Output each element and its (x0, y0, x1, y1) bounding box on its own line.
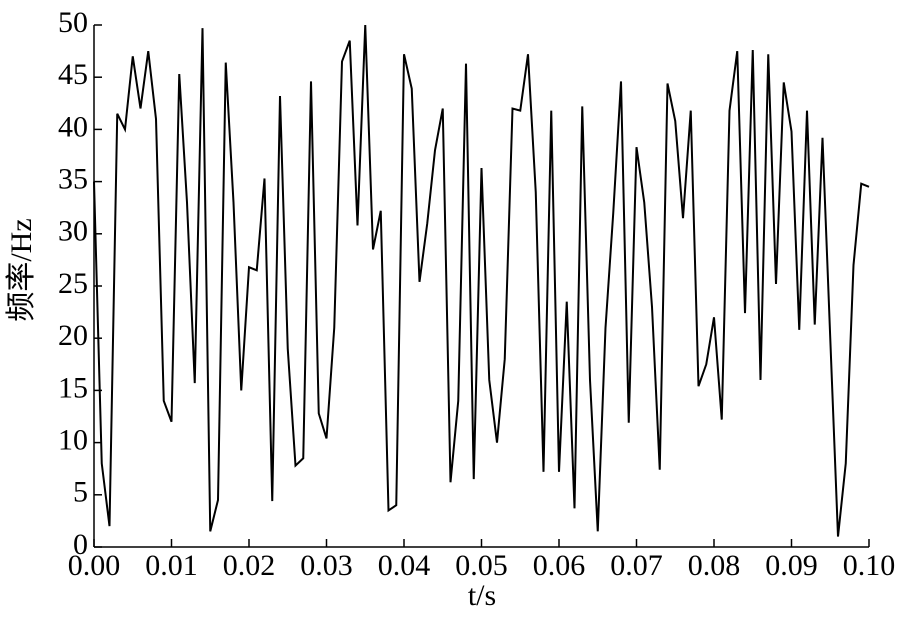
y-tick-label: 40 (58, 110, 88, 143)
x-tick-label: 0.07 (610, 549, 663, 582)
x-tick-label: 0.04 (378, 549, 431, 582)
x-tick-label: 0.02 (223, 549, 276, 582)
y-tick-label: 25 (58, 267, 88, 300)
y-tick-label: 50 (58, 6, 88, 39)
x-tick-label: 0.03 (300, 549, 353, 582)
y-tick-label: 5 (73, 476, 88, 509)
x-tick-label: 0.00 (68, 549, 121, 582)
data-line (93, 24, 870, 537)
y-tick-label: 45 (58, 58, 88, 91)
y-tick-label: 0 (73, 528, 88, 561)
x-tick-label: 0.10 (843, 549, 896, 582)
x-axis-label: t/s (468, 579, 496, 612)
y-axis-label: 频率/Hz (5, 218, 38, 321)
y-tick-label: 20 (58, 319, 88, 352)
y-tick-label: 10 (58, 423, 88, 456)
x-tick-label: 0.06 (533, 549, 586, 582)
y-tick-label: 30 (58, 215, 88, 248)
x-tick-label: 0.01 (145, 549, 198, 582)
y-tick-label: 15 (58, 371, 88, 404)
y-tick-label: 35 (58, 162, 88, 195)
x-tick-label: 0.05 (455, 549, 508, 582)
x-tick-label: 0.09 (765, 549, 818, 582)
x-tick-label: 0.08 (688, 549, 741, 582)
